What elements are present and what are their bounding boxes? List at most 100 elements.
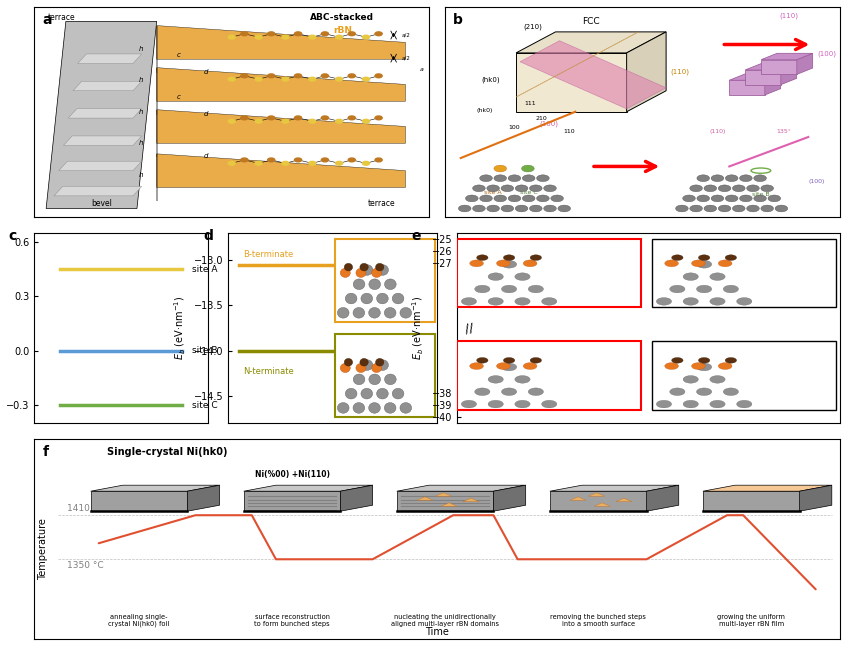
Circle shape — [372, 364, 381, 372]
Text: ABC stacking: ABC stacking — [533, 373, 589, 382]
Polygon shape — [746, 64, 797, 70]
Circle shape — [356, 364, 366, 372]
Circle shape — [536, 195, 549, 202]
Circle shape — [710, 376, 725, 383]
Circle shape — [375, 263, 384, 271]
Polygon shape — [746, 70, 781, 85]
Polygon shape — [78, 54, 141, 63]
Text: annealing single-
crystal Ni(hk0) foil: annealing single- crystal Ni(hk0) foil — [108, 614, 170, 627]
Text: c: c — [177, 94, 180, 100]
Text: site B: site B — [193, 346, 218, 355]
Circle shape — [377, 360, 388, 370]
Polygon shape — [243, 492, 340, 511]
Polygon shape — [157, 110, 405, 143]
FancyBboxPatch shape — [335, 334, 435, 418]
Circle shape — [528, 388, 543, 396]
Circle shape — [282, 119, 289, 123]
Circle shape — [522, 165, 534, 172]
Polygon shape — [188, 486, 219, 511]
Polygon shape — [761, 53, 812, 60]
Y-axis label: $E_b$ (eV·nm$^{-1}$): $E_b$ (eV·nm$^{-1}$) — [173, 296, 189, 360]
Circle shape — [345, 388, 357, 399]
Polygon shape — [441, 503, 458, 506]
Polygon shape — [54, 186, 141, 196]
Circle shape — [361, 293, 373, 304]
Text: terrace: terrace — [368, 200, 396, 208]
Circle shape — [228, 119, 236, 123]
Polygon shape — [570, 497, 586, 500]
Text: Temperature: Temperature — [39, 518, 48, 580]
Polygon shape — [494, 486, 525, 511]
Circle shape — [375, 358, 384, 366]
Circle shape — [496, 362, 510, 370]
Polygon shape — [729, 74, 781, 80]
Circle shape — [754, 175, 766, 182]
Text: site A: site A — [484, 190, 502, 194]
Circle shape — [295, 116, 302, 120]
Polygon shape — [550, 492, 646, 511]
Text: terrace: terrace — [48, 13, 75, 22]
Circle shape — [501, 260, 517, 268]
Text: (100): (100) — [808, 179, 824, 184]
Circle shape — [551, 195, 563, 202]
Circle shape — [542, 298, 557, 305]
Circle shape — [501, 388, 517, 396]
Circle shape — [348, 158, 356, 162]
Circle shape — [241, 116, 248, 120]
Circle shape — [528, 285, 543, 293]
Circle shape — [361, 360, 373, 370]
Circle shape — [375, 116, 382, 120]
Circle shape — [372, 268, 381, 278]
Text: (hk0): (hk0) — [482, 76, 500, 83]
Circle shape — [723, 388, 739, 396]
Circle shape — [321, 158, 328, 162]
Circle shape — [369, 279, 381, 290]
Polygon shape — [91, 492, 188, 511]
Circle shape — [400, 402, 411, 413]
Text: d: d — [204, 111, 208, 117]
Circle shape — [336, 119, 343, 123]
Circle shape — [348, 116, 356, 120]
Text: 110: 110 — [563, 129, 575, 134]
Circle shape — [508, 195, 521, 202]
Circle shape — [241, 158, 248, 162]
Polygon shape — [626, 32, 666, 112]
Text: 135°: 135° — [776, 129, 792, 134]
Polygon shape — [463, 498, 479, 501]
Circle shape — [255, 161, 262, 165]
Text: ABC-stacked: ABC-stacked — [310, 13, 375, 22]
Circle shape — [267, 74, 275, 78]
Circle shape — [530, 205, 542, 212]
Text: a: a — [419, 67, 423, 72]
Text: d: d — [204, 69, 208, 75]
Circle shape — [282, 77, 289, 81]
Circle shape — [461, 298, 476, 305]
Circle shape — [733, 205, 745, 212]
Text: (hk0): (hk0) — [476, 108, 493, 113]
Text: growing the uniform
multi-layer rBN film: growing the uniform multi-layer rBN film — [717, 614, 785, 627]
Polygon shape — [59, 161, 141, 170]
Circle shape — [356, 268, 366, 278]
Circle shape — [718, 205, 731, 212]
Circle shape — [487, 185, 500, 192]
Circle shape — [508, 175, 521, 182]
Circle shape — [543, 205, 556, 212]
Circle shape — [675, 205, 688, 212]
Circle shape — [363, 119, 369, 123]
Circle shape — [754, 195, 766, 202]
Text: site C: site C — [193, 400, 218, 410]
Circle shape — [698, 358, 710, 363]
Text: FCC: FCC — [582, 17, 600, 25]
Circle shape — [656, 400, 672, 408]
Circle shape — [737, 298, 752, 305]
Circle shape — [725, 175, 738, 182]
Text: site C: site C — [520, 190, 537, 194]
Circle shape — [375, 32, 382, 36]
Polygon shape — [46, 21, 157, 208]
Circle shape — [690, 205, 703, 212]
Circle shape — [338, 402, 349, 413]
Circle shape — [309, 35, 316, 39]
Circle shape — [530, 255, 542, 260]
Circle shape — [718, 362, 732, 370]
Circle shape — [690, 185, 703, 192]
